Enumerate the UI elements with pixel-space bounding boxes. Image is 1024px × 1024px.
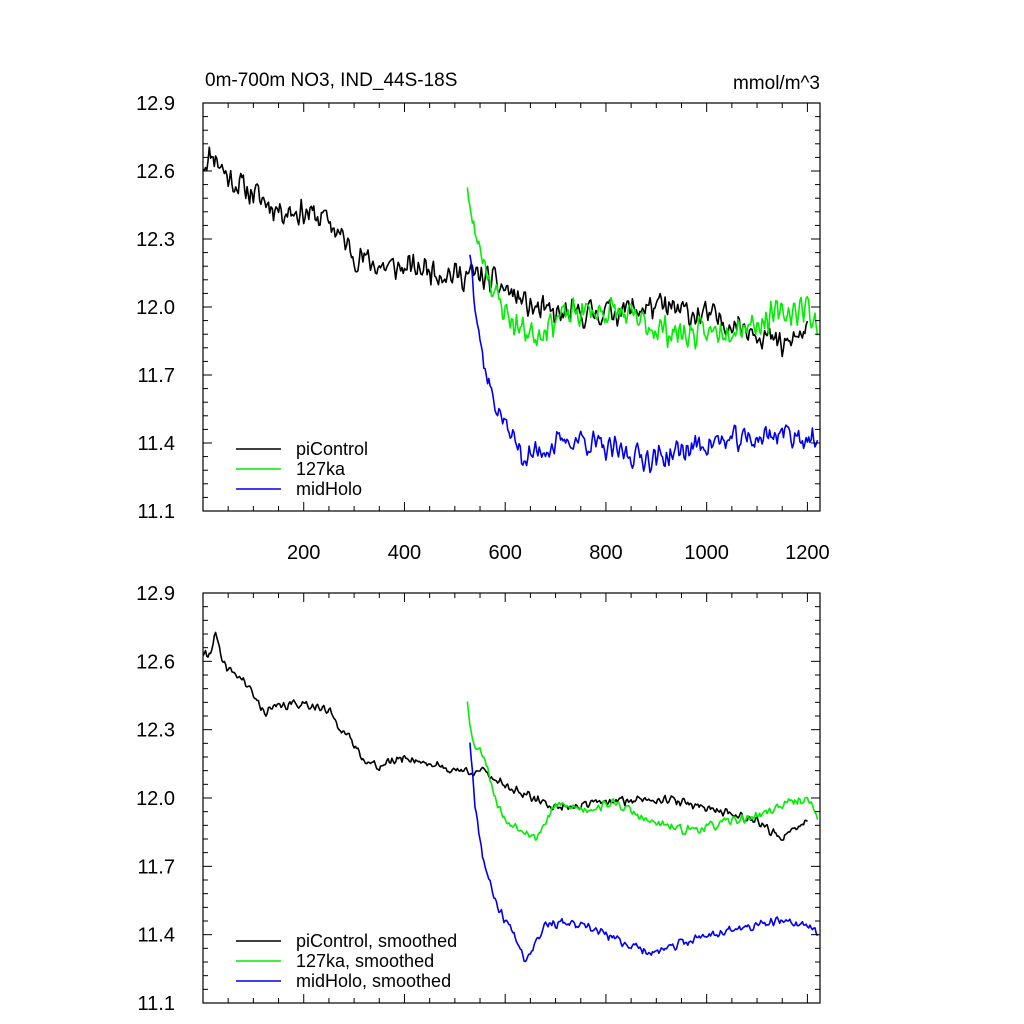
x-tick-label: 400 bbox=[388, 542, 421, 564]
top-chart-panel: 11.1 11.4 11.7 12.0 12.3 12.6 12.9 200 400 600 800… bbox=[136, 70, 830, 564]
series-line-0 bbox=[203, 146, 809, 358]
series-line-1 bbox=[466, 701, 819, 841]
series-group bbox=[203, 146, 819, 474]
legend-label: piControl, smoothed bbox=[296, 931, 457, 951]
chart-title: 0m-700m NO3, IND_44S-18S bbox=[205, 70, 457, 91]
x-tick-label: 1200 bbox=[785, 542, 830, 564]
legend-label: midHolo bbox=[296, 479, 362, 499]
x-tick-label: 1000 bbox=[684, 542, 729, 564]
y-tick-label: 12.3 bbox=[136, 229, 175, 251]
x-tick-label: 600 bbox=[489, 542, 522, 564]
y-tick-label: 12.0 bbox=[136, 788, 175, 810]
y-tick-label: 12.6 bbox=[136, 651, 175, 673]
y-tick-label: 12.3 bbox=[136, 720, 175, 742]
y-tick-label: 11.4 bbox=[138, 925, 175, 947]
y-tick-label: 11.7 bbox=[138, 856, 175, 878]
y-tick-label: 12.9 bbox=[136, 583, 175, 605]
y-tick-label: 11.7 bbox=[138, 365, 175, 387]
legend-label: midHolo, smoothed bbox=[296, 971, 451, 991]
series-line-1 bbox=[466, 187, 819, 350]
y-tick-label: 11.1 bbox=[138, 501, 175, 523]
legend-label: 127ka bbox=[296, 459, 346, 479]
series-line-2 bbox=[469, 742, 819, 963]
y-tick-label: 12.6 bbox=[136, 161, 175, 183]
y-tick-label: 11.1 bbox=[138, 993, 175, 1015]
y-tick-label: 12.9 bbox=[136, 93, 175, 115]
series-line-0 bbox=[203, 631, 808, 841]
x-tick-label: 200 bbox=[287, 542, 320, 564]
bottom-chart-panel: 11.1 11.4 11.7 12.0 12.3 12.6 12.9 piControl, s… bbox=[136, 583, 821, 1015]
series-line-2 bbox=[469, 254, 819, 474]
units-label: mmol/m^3 bbox=[733, 73, 820, 94]
x-tick-label: 800 bbox=[589, 542, 622, 564]
legend-label: 127ka, smoothed bbox=[296, 951, 434, 971]
y-tick-label: 11.4 bbox=[138, 433, 175, 455]
series-group bbox=[203, 631, 819, 963]
y-tick-label: 12.0 bbox=[136, 297, 175, 319]
legend-label: piControl bbox=[296, 439, 368, 459]
